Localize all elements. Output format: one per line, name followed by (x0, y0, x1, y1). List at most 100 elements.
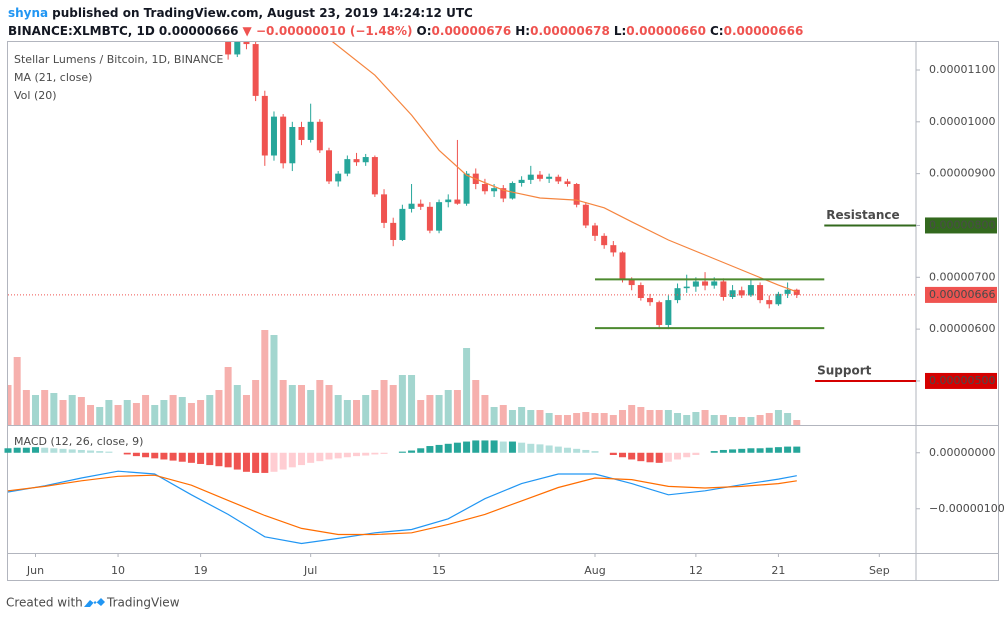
volume-bar (655, 410, 663, 425)
volume-bar (197, 400, 205, 425)
histogram-bar (683, 452, 691, 458)
volume-bar (389, 385, 397, 425)
x-tick-label: Sep (869, 564, 890, 577)
volume-bar (481, 395, 489, 425)
candle-body (692, 281, 699, 287)
volume-bar (242, 395, 250, 425)
histogram-bar (105, 451, 113, 453)
candle-body (261, 95, 268, 156)
quote-value: 0.00000666 (724, 24, 804, 38)
ma-legend: MA (21, close) (14, 71, 92, 84)
volume-bar (628, 405, 636, 425)
candle-body (702, 281, 709, 286)
candle-body (426, 206, 433, 231)
candle-body (738, 290, 745, 296)
volume-bar (270, 335, 278, 425)
histogram-bar (472, 440, 480, 453)
histogram-bar (664, 452, 672, 462)
histogram-bar (499, 441, 507, 453)
histogram-bar (628, 452, 636, 460)
candle-body (546, 176, 553, 179)
volume-bar (637, 407, 645, 425)
volume-bar (453, 390, 461, 425)
candle-body (619, 252, 626, 280)
histogram-bar (508, 441, 516, 453)
volume-bar (518, 407, 526, 425)
histogram-bar (96, 451, 104, 453)
volume-bar (609, 415, 617, 425)
volume-bar (463, 348, 471, 425)
histogram-bar (187, 452, 195, 463)
candle-body (628, 279, 635, 286)
candle-body (417, 203, 424, 207)
macd-legend: MACD (12, 26, close, 9) (14, 435, 143, 448)
candle-body (601, 235, 608, 246)
histogram-bar (206, 452, 214, 466)
histogram-bar (77, 449, 85, 453)
price-label: 0.00000500 (929, 374, 995, 387)
volume-bar (123, 400, 131, 425)
candle-body (793, 289, 800, 295)
volume-bar (435, 395, 443, 425)
volume-bar (87, 405, 95, 425)
volume-bar (142, 395, 150, 425)
volume-bar (426, 395, 434, 425)
histogram-bar (22, 447, 30, 453)
candle-body (683, 286, 690, 289)
volume-bar (545, 413, 553, 425)
candle-body (408, 203, 415, 209)
quote-line: BINANCE:XLMBTC, 1D 0.00000666 ▼ −0.0000001… (8, 24, 803, 38)
histogram-bar (13, 447, 21, 453)
candle-body (280, 116, 287, 164)
x-tick-label: Aug (584, 564, 605, 577)
histogram-bar (398, 451, 406, 453)
candle-body (326, 150, 333, 182)
candle-body (289, 126, 296, 164)
price-label-box (925, 372, 997, 389)
volume-bar (472, 380, 480, 425)
histogram-bar (343, 452, 351, 458)
volume-bar (187, 403, 195, 425)
volume-bar (362, 395, 370, 425)
candle-body (573, 184, 580, 205)
histogram-bar (582, 449, 590, 453)
volume-bar (600, 413, 608, 425)
quote-label: O: (417, 24, 432, 38)
volume-bar (151, 405, 159, 425)
volume-bar (664, 410, 672, 425)
histogram-bar (444, 443, 452, 453)
histogram-bar (481, 440, 489, 453)
candle-body (335, 173, 342, 182)
histogram-bar (426, 446, 434, 453)
symbol: BINANCE:XLMBTC, 1D (8, 24, 155, 38)
annotation-text: Resistance (826, 208, 899, 222)
quote-value: 0.00000678 (530, 24, 610, 38)
candle-body (399, 208, 406, 240)
volume-bar (536, 410, 544, 425)
candle-body (371, 157, 378, 195)
author: shyna (8, 6, 48, 20)
candle-body (766, 300, 773, 305)
volume-bar (8, 385, 12, 425)
volume-bar (233, 385, 241, 425)
plot: 0.00001100 0.00001000 0.00000900 0.00000800… (4, 42, 1005, 577)
volume-bar (261, 330, 269, 425)
candle-body (784, 289, 791, 294)
histogram-bar (609, 452, 617, 455)
histogram-bar (169, 452, 177, 461)
footer-brand[interactable]: TradingView (106, 596, 180, 610)
histogram-bar (325, 452, 333, 460)
volume-bar (692, 412, 700, 425)
price-label: 0.00000666 (929, 288, 995, 301)
histogram-bar (747, 448, 755, 453)
volume-bar (765, 413, 773, 425)
candle-body (729, 290, 736, 297)
volume-bar (701, 410, 709, 425)
candle-body (591, 225, 598, 236)
volume-bar (114, 405, 122, 425)
volume-bar (793, 420, 801, 425)
histogram-bar (646, 452, 654, 463)
volume-bar (729, 417, 737, 425)
ma-line (331, 42, 798, 293)
